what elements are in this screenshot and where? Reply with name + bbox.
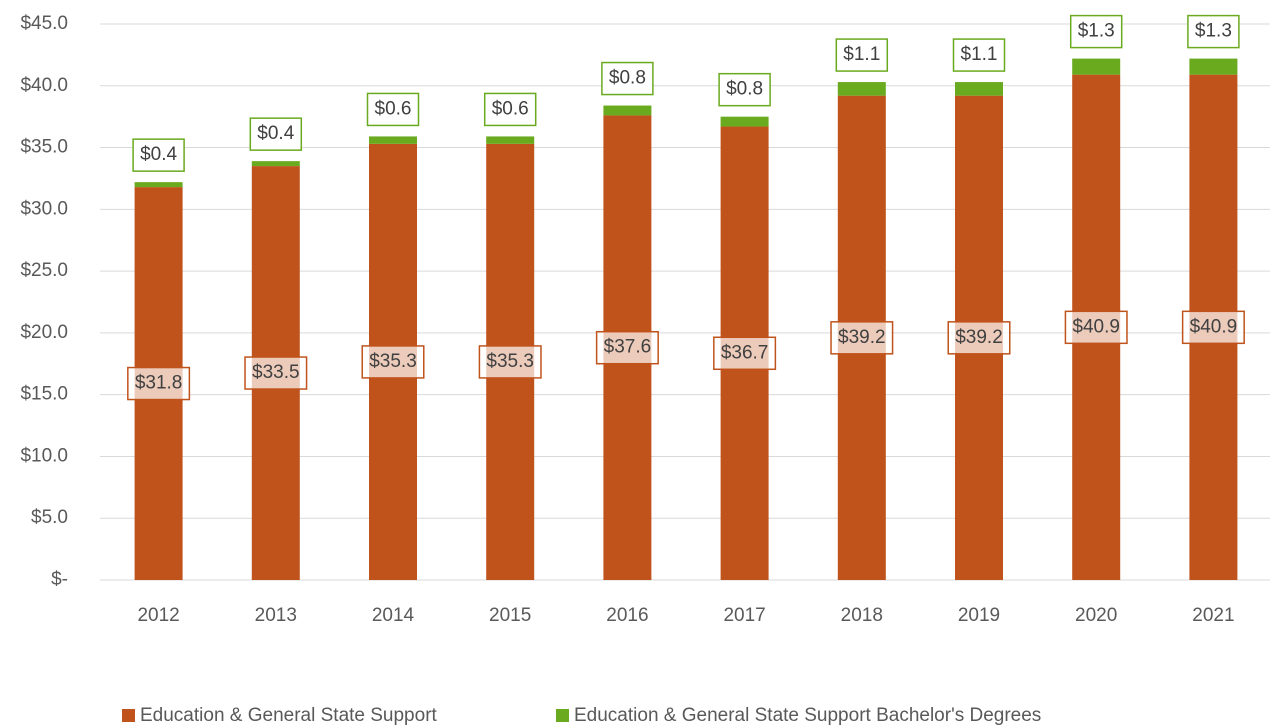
legend-label: Education & General State Support Bachel…: [574, 705, 1041, 726]
y-tick-label: $40.0: [20, 75, 68, 96]
data-label-box: [1181, 310, 1245, 345]
data-label-box: [1069, 14, 1123, 49]
data-label: $33.5: [252, 362, 300, 383]
data-label: $40.9: [1190, 316, 1238, 337]
x-tick-label: 2015: [489, 605, 531, 626]
data-label: $35.3: [369, 351, 417, 372]
x-tick-label: 2013: [255, 605, 297, 626]
legend-label: Education & General State Support: [140, 705, 438, 726]
x-tick-label: 2017: [723, 605, 765, 626]
data-label-box: [835, 38, 889, 72]
x-tick-label: 2012: [137, 605, 179, 626]
data-label: $0.4: [140, 144, 177, 165]
y-tick-label: $30.0: [20, 198, 68, 219]
data-label: $1.1: [843, 44, 880, 65]
x-tick-label: 2021: [1192, 605, 1234, 626]
x-tick-label: 2018: [841, 605, 883, 626]
bar-segment: [1072, 58, 1121, 75]
data-label-box: [1187, 14, 1240, 49]
data-label-box: [601, 61, 654, 96]
data-label: $1.1: [961, 44, 998, 65]
data-label-box: [244, 356, 308, 390]
data-label: $36.7: [721, 342, 769, 363]
data-label-box: [361, 345, 425, 379]
data-label-box: [1064, 310, 1128, 345]
bar-segment: [720, 116, 769, 127]
data-label-box: [718, 72, 771, 107]
data-label: $0.8: [609, 68, 646, 89]
y-tick-label: $15.0: [20, 384, 68, 405]
bar-segment: [955, 82, 1003, 96]
data-label: $39.2: [955, 327, 1003, 348]
data-label-box: [132, 138, 185, 172]
y-tick-label: $20.0: [20, 322, 68, 343]
data-label: $39.2: [838, 327, 886, 348]
bar-segment: [486, 136, 535, 144]
data-label-box: [366, 92, 420, 127]
y-tick-label: $-: [51, 569, 68, 590]
data-label-box: [127, 366, 191, 401]
data-label-box: [952, 38, 1006, 72]
data-label: $37.6: [604, 337, 652, 358]
y-tick-label: $25.0: [20, 260, 68, 281]
x-tick-label: 2014: [372, 605, 415, 626]
data-label: $40.9: [1072, 316, 1120, 337]
x-tick-label: 2020: [1075, 605, 1117, 626]
bar-segment: [603, 105, 652, 116]
data-label: $0.6: [492, 98, 529, 119]
data-label-box: [947, 321, 1011, 355]
data-label: $0.6: [375, 98, 412, 119]
data-label: $31.8: [135, 373, 183, 394]
bar-segment: [251, 161, 300, 167]
data-label-box: [249, 117, 303, 151]
data-label: $1.3: [1195, 21, 1232, 42]
y-tick-label: $45.0: [20, 13, 68, 34]
x-tick-label: 2016: [606, 605, 648, 626]
bar-segment: [134, 182, 183, 188]
legend-swatch: [122, 709, 135, 722]
data-label-box: [713, 336, 777, 371]
bar-segment: [837, 82, 886, 96]
bar-segment: [1189, 58, 1238, 75]
x-tick-label: 2019: [958, 605, 1000, 626]
y-tick-label: $5.0: [31, 507, 68, 528]
legend-swatch: [556, 709, 569, 722]
bar-segment: [369, 136, 417, 144]
data-label: $1.3: [1078, 21, 1115, 42]
data-label-box: [830, 321, 894, 355]
data-label-box: [595, 330, 659, 365]
data-label: $0.4: [257, 123, 294, 144]
data-label: $0.8: [726, 79, 763, 100]
data-label-box: [483, 92, 537, 127]
data-label-box: [478, 345, 542, 379]
y-tick-label: $35.0: [20, 137, 68, 158]
data-label: $35.3: [486, 351, 534, 372]
y-tick-label: $10.0: [20, 445, 68, 466]
